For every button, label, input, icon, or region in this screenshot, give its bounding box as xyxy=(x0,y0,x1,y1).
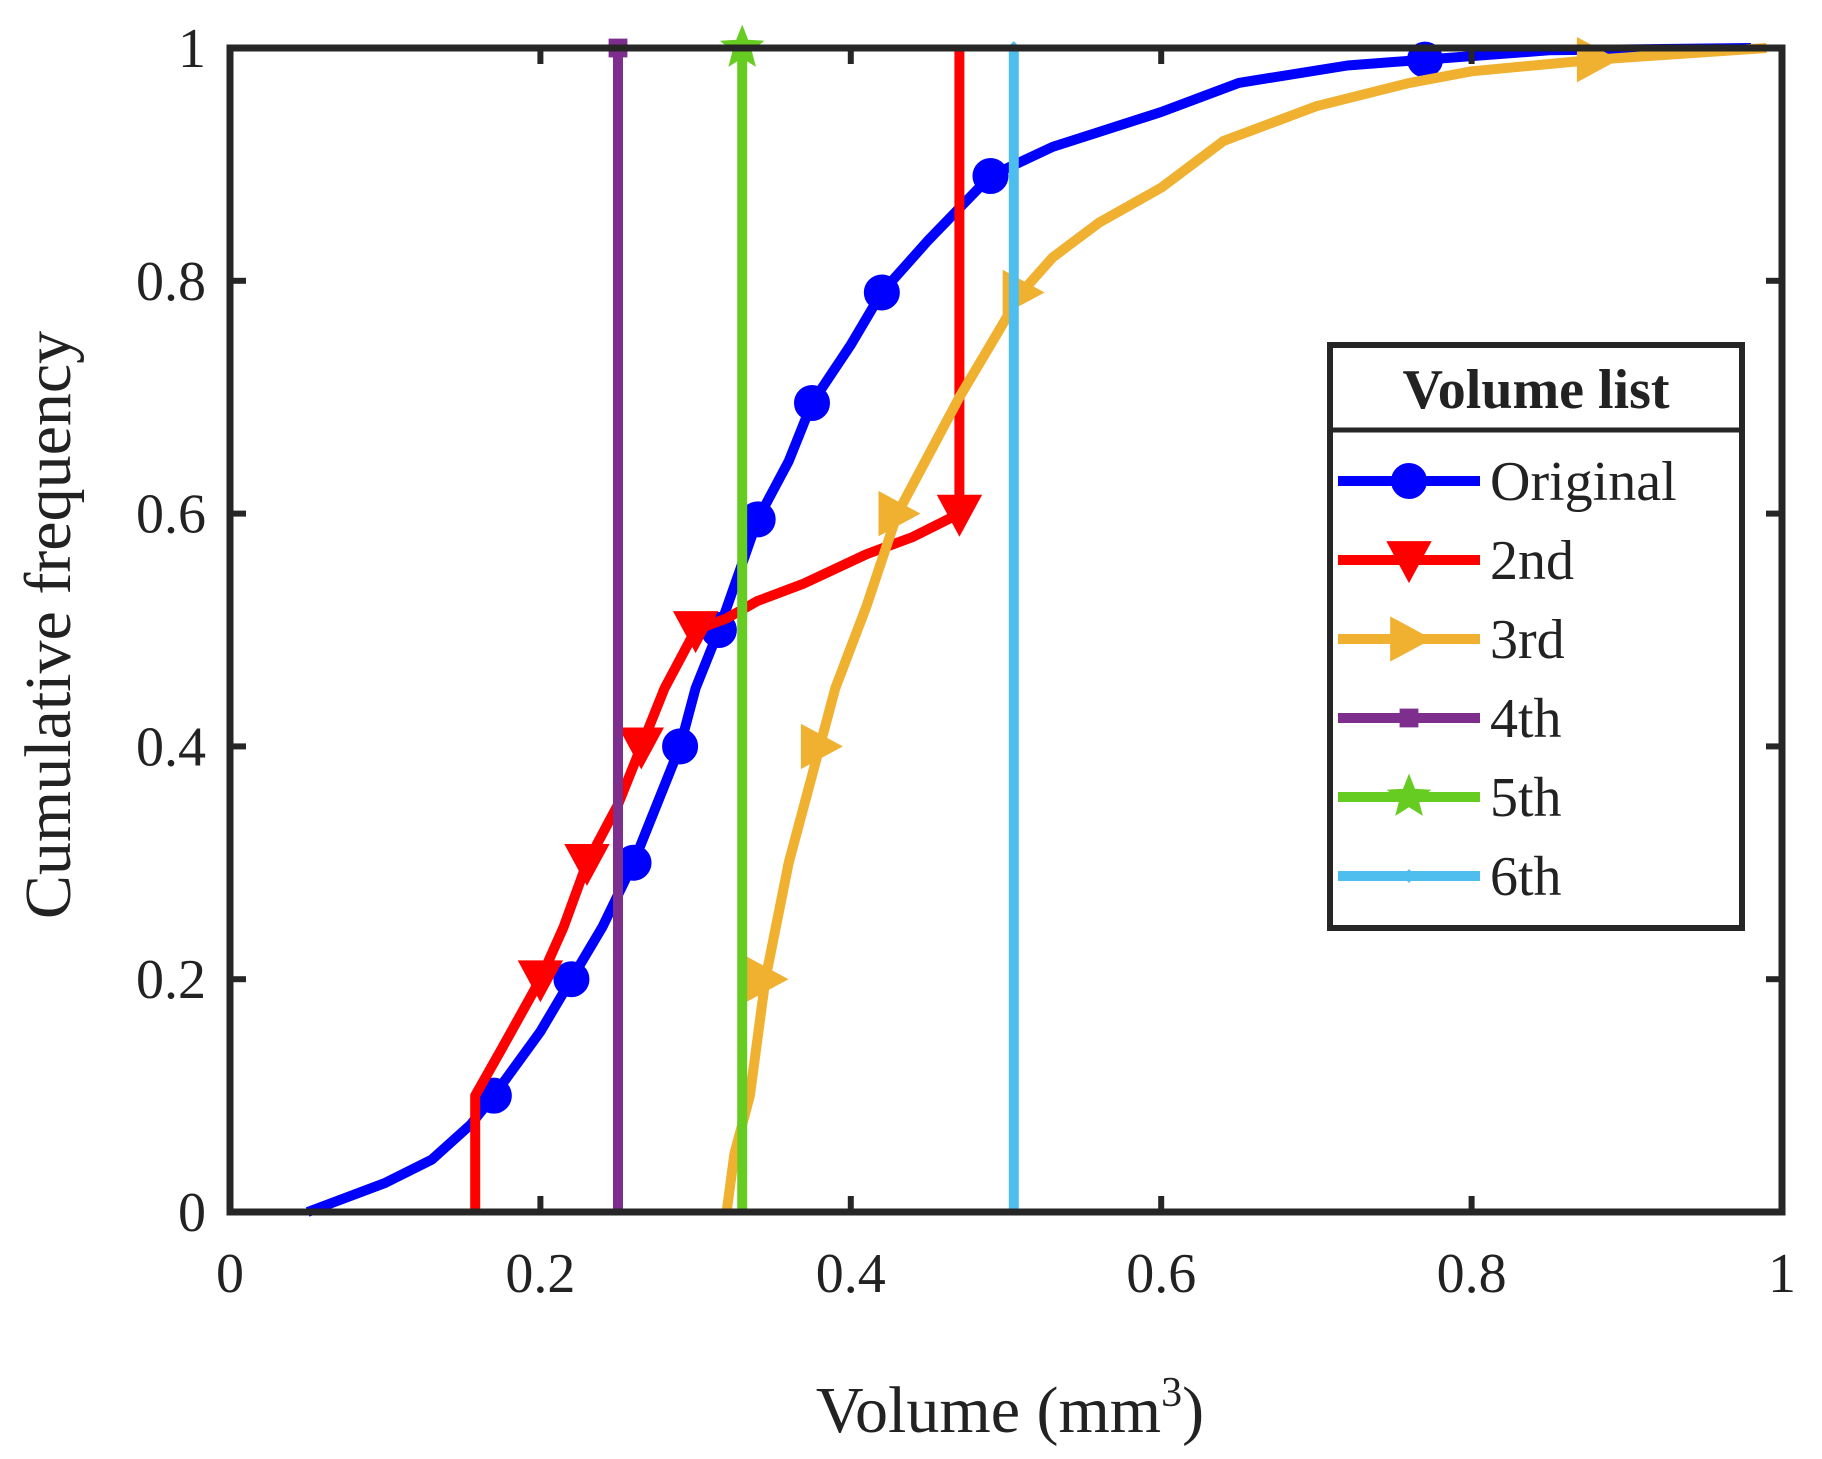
legend-label-2nd: 2nd xyxy=(1490,530,1574,592)
y-tick-label: 0 xyxy=(178,1182,206,1244)
legend-label-5th: 5th xyxy=(1490,767,1562,829)
x-tick-label: 0.4 xyxy=(816,1243,886,1305)
legend-entry-4th: 4th xyxy=(1338,688,1562,750)
series-line-3rd xyxy=(721,43,1767,1213)
legend-marker-6th xyxy=(1402,869,1416,883)
x-axis-label-main: Volume (mm xyxy=(816,1374,1161,1447)
y-tick-label: 1 xyxy=(178,18,206,80)
legend-entry-3rd: 3rd xyxy=(1338,609,1565,671)
x-tick-label: 0 xyxy=(216,1243,244,1305)
data-point-2nd-4 xyxy=(672,611,719,654)
data-point-3rd-2 xyxy=(800,723,843,770)
data-point-original-9 xyxy=(972,158,1009,195)
legend-label-4th: 4th xyxy=(1490,688,1562,750)
legend-label-3rd: 3rd xyxy=(1490,609,1565,671)
data-point-original-7 xyxy=(794,385,830,422)
axes-layer: 0 0.2 0.4 0.6 0.8 1 0 0.2 0.4 0.6 0.8 1 xyxy=(136,18,1796,1305)
y-tick-label: 0.2 xyxy=(136,949,206,1011)
data-point-2nd-1 xyxy=(517,960,564,1003)
legend-marker-2nd xyxy=(1386,541,1432,584)
legend-marker-5th xyxy=(1386,773,1432,816)
legend-entries: Original 2nd 3rd 4th 5th 6th xyxy=(1338,451,1677,908)
legend-marker-original xyxy=(1391,463,1427,499)
legend-title: Volume list xyxy=(1402,359,1669,421)
series-6th xyxy=(1006,41,1021,1212)
y-axis-label: Cumulative frequency xyxy=(12,331,85,919)
legend-entry-original: Original xyxy=(1338,451,1677,513)
legend-entry-5th: 5th xyxy=(1338,767,1562,829)
series-layer xyxy=(305,24,1767,1217)
x-axis-label-superscript: 3 xyxy=(1161,1370,1182,1416)
y-tick-label: 0.8 xyxy=(136,251,206,313)
series-3rd xyxy=(721,36,1767,1213)
legend-entry-6th: 6th xyxy=(1338,846,1562,908)
plot-area-frame xyxy=(226,44,1786,1216)
legend-label-6th: 6th xyxy=(1490,846,1562,908)
legend-entry-2nd: 2nd xyxy=(1338,530,1574,592)
x-tick-label: 0.6 xyxy=(1126,1243,1196,1305)
y-tick-label: 0.4 xyxy=(136,716,206,778)
data-point-2nd-2 xyxy=(564,843,610,886)
data-point-original-2 xyxy=(553,961,590,998)
legend-marker-4th xyxy=(1399,708,1419,728)
legend-marker-3rd xyxy=(1390,616,1433,662)
data-point-2nd-5 xyxy=(936,494,983,537)
x-tick-label: 0.2 xyxy=(505,1243,575,1305)
x-axis-label-close: ) xyxy=(1182,1374,1204,1447)
data-point-original-8 xyxy=(863,274,900,311)
data-point-original-4 xyxy=(662,728,699,765)
legend-label-original: Original xyxy=(1490,451,1677,513)
x-axis-label: Volume (mm3) xyxy=(816,1370,1204,1447)
y-tick-label: 0.6 xyxy=(136,484,206,546)
x-tick-label: 1 xyxy=(1768,1243,1796,1305)
x-tick-label: 0.8 xyxy=(1437,1243,1507,1305)
legend: Volume list Original 2nd 3rd 4th 5th 6th xyxy=(1327,342,1745,931)
data-point-3rd-1 xyxy=(746,956,789,1002)
data-point-2nd-3 xyxy=(618,727,664,770)
data-point-3rd-3 xyxy=(878,490,921,537)
